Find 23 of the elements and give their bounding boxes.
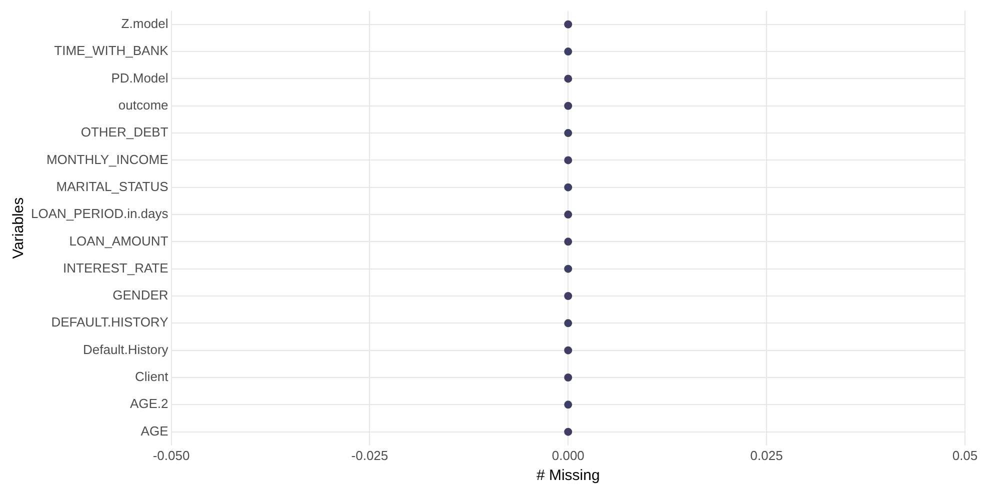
y-axis-title: Variables — [10, 197, 28, 259]
y-tick-label: GENDER — [112, 288, 168, 303]
y-tick-label: PD.Model — [111, 70, 168, 86]
x-tick-label: 0.025 — [750, 448, 783, 463]
x-tick-label: 0.000 — [552, 448, 584, 463]
y-tick-label: LOAN_PERIOD.in.days — [30, 206, 169, 222]
x-tick-label: -0.050 — [152, 448, 190, 463]
x-tick-label: -0.025 — [351, 448, 388, 463]
y-tick-label: TIME_WITH_BANK — [54, 43, 169, 58]
x-axis-title: # Missing — [536, 467, 600, 484]
y-tick-label: Client — [135, 369, 169, 384]
y-tick-label: DEFAULT.HISTORY — [51, 314, 169, 330]
y-tick-label: OTHER_DEBT — [80, 124, 168, 140]
y-tick-label: MONTHLY_INCOME — [46, 152, 169, 167]
y-tick-label: AGE.2 — [130, 396, 168, 412]
y-tick-label: outcome — [118, 97, 168, 112]
y-tick-label: MARITAL_STATUS — [56, 178, 169, 194]
y-tick-label: LOAN_AMOUNT — [69, 233, 168, 248]
y-tick-label: AGE — [140, 423, 169, 438]
x-tick-label: 0.05 — [952, 448, 978, 463]
y-tick-label: Z.model — [121, 16, 168, 31]
y-tick-label: INTEREST_RATE — [63, 260, 169, 276]
y-tick-label: Default.History — [83, 342, 169, 357]
